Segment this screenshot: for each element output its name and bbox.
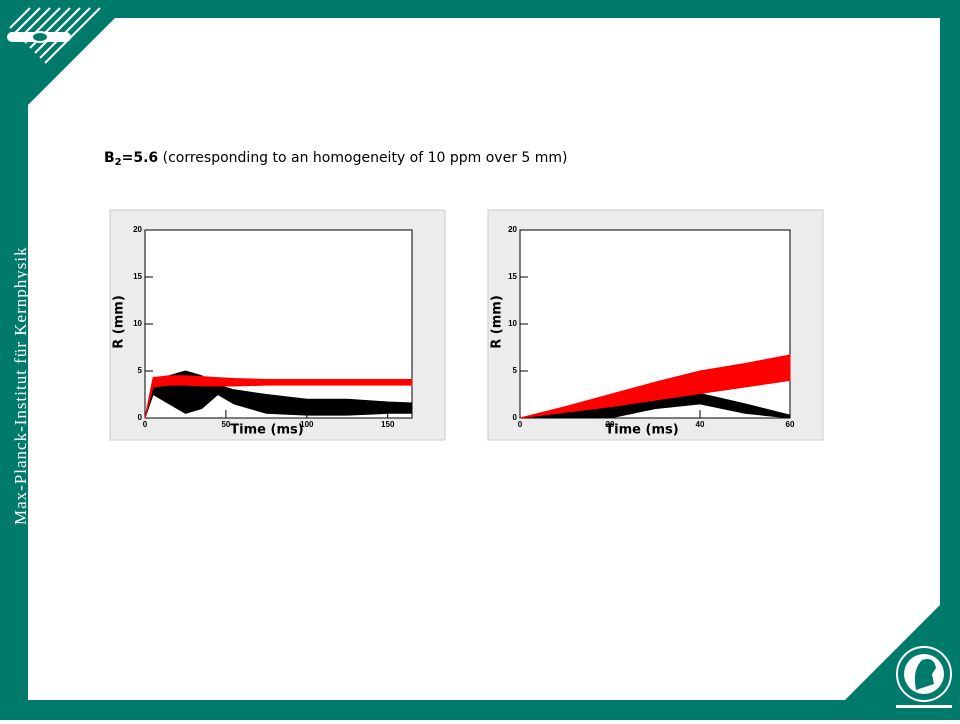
y-tick-label: 0 [513, 413, 518, 422]
x-tick-label: 60 [786, 420, 795, 429]
x-tick-label: 0 [518, 420, 523, 429]
x-tick-label: 50 [221, 420, 230, 429]
y-tick-label: 0 [138, 413, 143, 422]
y-axis-label: R (mm) [490, 295, 505, 349]
band [519, 354, 791, 419]
x-tick-label: 0 [143, 420, 148, 429]
y-tick-label: 15 [508, 272, 517, 281]
content-panel [28, 18, 940, 700]
chart: 0 5 10 15 20 0 50 100 150 Time (ms) R (mm) [109, 209, 446, 441]
x-tick-label: 20 [606, 420, 615, 429]
institute-name: Max-Planck-Institut für Kernphysik [11, 246, 30, 525]
y-tick-label: 5 [138, 366, 143, 375]
x-axis-label: Time (ms) [230, 423, 303, 438]
x-tick-label: 150 [381, 420, 395, 429]
y-tick-label: 20 [133, 225, 142, 234]
title-subscript: 2 [115, 157, 122, 168]
logo-top [7, 7, 101, 64]
y-tick-label: 5 [513, 366, 518, 375]
title-symbol: B [104, 150, 115, 166]
y-tick-label: 10 [508, 319, 517, 328]
logo-bottom [896, 646, 952, 708]
x-tick-label: 100 [300, 420, 314, 429]
x-axis-label: Time (ms) [605, 423, 678, 438]
slide-title: B2=5.6 (corresponding to an homogeneity … [104, 150, 568, 168]
title-value: =5.6 [122, 150, 159, 166]
y-tick-label: 10 [133, 319, 142, 328]
title-note: (corresponding to an homogeneity of 10 p… [158, 150, 567, 166]
band [144, 375, 413, 419]
y-axis-label: R (mm) [112, 295, 127, 349]
chart: 0 5 10 15 20 0 20 40 60 Time (ms) R (mm) [487, 209, 824, 441]
y-tick-label: 20 [508, 225, 517, 234]
charts: 0 5 10 15 20 0 50 100 150 Time (ms) R (mm) 0 5 10 15 20… [109, 209, 824, 441]
x-tick-label: 40 [696, 420, 705, 429]
y-tick-label: 15 [133, 272, 142, 281]
